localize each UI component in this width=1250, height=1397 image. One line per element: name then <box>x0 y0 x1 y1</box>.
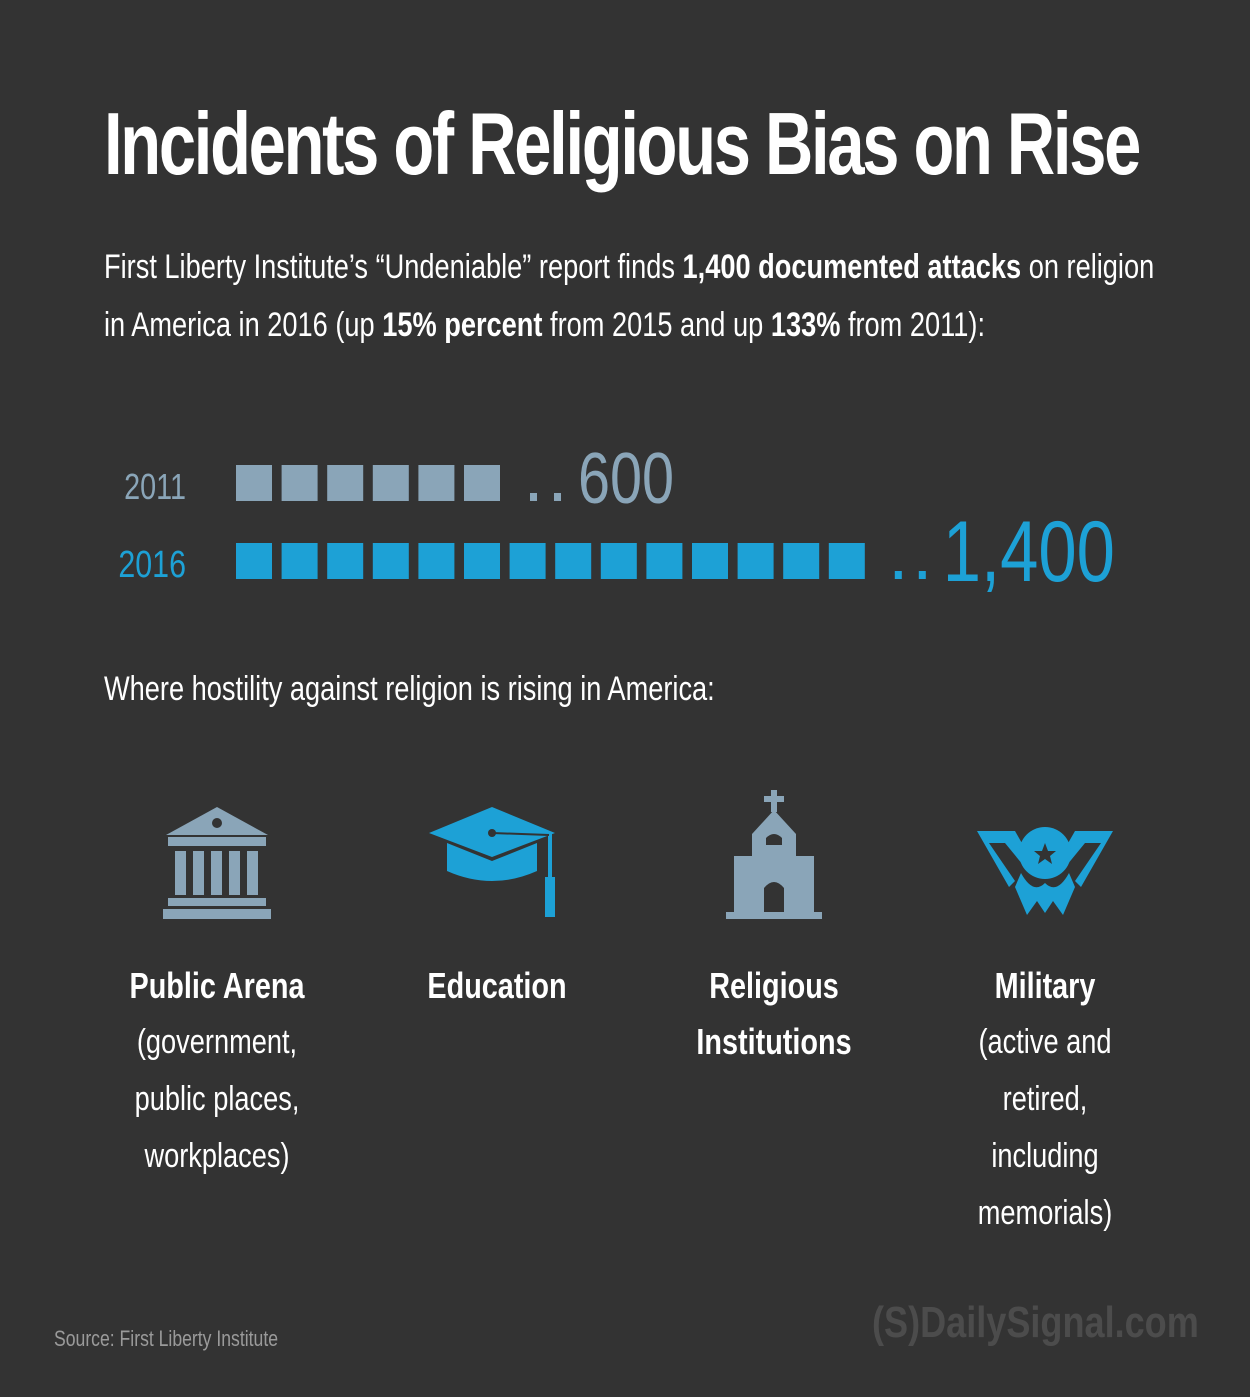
intro-text: First Liberty Institute’s “Undeniable” r… <box>104 238 1176 354</box>
intro-part: First Liberty Institute’s “Undeniable” r… <box>104 248 683 286</box>
unit-square <box>600 543 637 579</box>
source-note: Source: First Liberty Institute <box>54 1326 278 1351</box>
section-subtitle: Where hostility against religion is risi… <box>104 670 715 708</box>
intro-part: from 2015 and up <box>542 306 771 344</box>
category-education: Education <box>367 790 627 1014</box>
unit-square <box>281 465 318 501</box>
unit-square <box>555 543 592 579</box>
category-label: Public Arena <box>129 965 305 1006</box>
intro-part: from 2011): <box>840 306 986 344</box>
category-label: Education <box>427 965 567 1006</box>
leader-dot <box>530 493 537 501</box>
desc-line: retired, <box>1002 1080 1088 1118</box>
leader-dot <box>894 571 902 579</box>
unit-square <box>828 543 865 579</box>
unit-square <box>464 465 500 501</box>
intro-highlight: 133% <box>770 306 841 344</box>
desc-line: (government, <box>136 1023 298 1061</box>
brand-logo: (S)DailySignal.com <box>872 1298 1199 1347</box>
category-military: Military (active and retired, including … <box>915 790 1175 1242</box>
leader-dot <box>918 571 926 579</box>
intro-highlight: 1,400 documented attacks <box>682 248 1022 286</box>
value-label: 600 <box>578 438 674 519</box>
unit-square <box>236 543 272 579</box>
category-desc: (government, public places, workplaces) <box>87 1014 347 1185</box>
unit-square <box>236 465 272 501</box>
page-title: Incidents of Religious Bias on Rise <box>104 94 1141 193</box>
category-public-arena: Public Arena (government, public places,… <box>87 790 347 1185</box>
desc-line: workplaces) <box>144 1137 290 1175</box>
military-medal-icon <box>915 790 1175 920</box>
category-desc: (active and retired, including memorials… <box>915 1014 1175 1242</box>
building-icon <box>87 790 347 920</box>
category-label: Religious Institutions <box>670 958 878 1070</box>
desc-line: memorials) <box>977 1194 1113 1232</box>
category-label: Military <box>994 965 1096 1006</box>
intro-highlight: 15% percent <box>382 306 543 344</box>
unit-square <box>464 543 500 579</box>
unit-square <box>509 543 546 579</box>
desc-line: public places, <box>134 1080 300 1118</box>
graduation-cap-icon <box>367 790 627 920</box>
label-line: Religious <box>709 965 839 1006</box>
category-religious-institutions: Religious Institutions <box>644 790 904 1070</box>
intro-part: on religion in America in 2016 (up <box>104 248 1155 344</box>
label-line: Institutions <box>696 1021 852 1062</box>
unit-square <box>692 543 728 579</box>
year-label: 2011 <box>124 466 186 507</box>
year-label: 2016 <box>118 544 186 586</box>
square-bar-chart: 2011 600 2016 1,400 <box>118 438 1115 600</box>
unit-square <box>327 465 364 501</box>
unit-square <box>281 543 318 579</box>
desc-line: (active and <box>978 1023 1112 1061</box>
unit-square <box>372 465 409 501</box>
leader-dot <box>554 493 561 501</box>
unit-square <box>783 543 820 579</box>
unit-square <box>418 465 455 501</box>
unit-square <box>646 543 683 579</box>
unit-square <box>418 543 455 579</box>
value-label: 1,400 <box>943 504 1115 600</box>
unit-square <box>737 543 774 579</box>
unit-square <box>372 543 409 579</box>
unit-square <box>327 543 364 579</box>
desc-line: including <box>991 1137 1099 1175</box>
church-icon <box>644 790 904 920</box>
